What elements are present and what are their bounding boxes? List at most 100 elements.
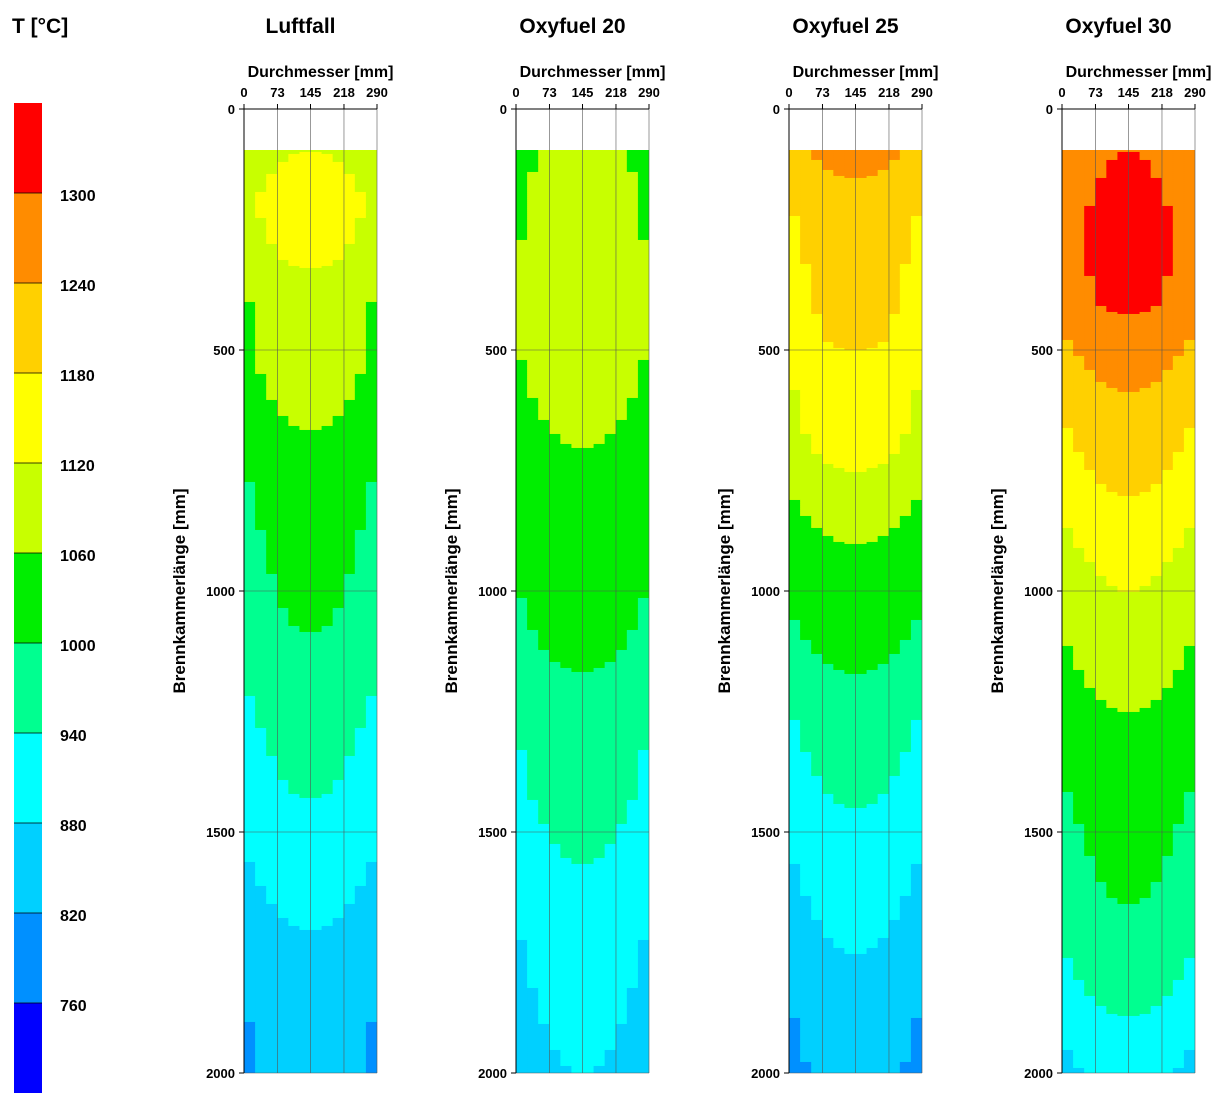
- contour-cell: [255, 867, 267, 871]
- contour-cell: [321, 209, 334, 213]
- contour-cell: [244, 265, 256, 269]
- contour-cell: [266, 211, 278, 215]
- contour-cell: [343, 543, 356, 547]
- contour-cell: [310, 419, 323, 423]
- contour-cell: [255, 469, 267, 473]
- contour-cell: [299, 599, 312, 603]
- contour-cell: [321, 183, 334, 187]
- contour-cell: [255, 345, 267, 349]
- contour-cell: [354, 643, 367, 647]
- contour-cell: [288, 395, 301, 399]
- contour-cell: [244, 285, 256, 289]
- contour-cell: [277, 237, 289, 241]
- contour-cell: [288, 769, 301, 773]
- contour-cell: [255, 431, 267, 435]
- contour-cell: [299, 311, 312, 315]
- contour-cell: [310, 925, 323, 929]
- contour-cell: [288, 963, 301, 967]
- contour-cell: [365, 967, 377, 971]
- contour-cell: [299, 789, 312, 793]
- contour-cell: [343, 967, 356, 971]
- contour-cell: [288, 645, 301, 649]
- contour-cell: [321, 555, 334, 559]
- contour-cell: [244, 537, 256, 541]
- contour-cell: [255, 289, 267, 293]
- contour-cell: [310, 715, 323, 719]
- contour-cell: [288, 927, 301, 931]
- contour-cell: [343, 789, 356, 793]
- contour-cell: [354, 159, 367, 163]
- contour-cell: [354, 889, 367, 893]
- contour-cell: [288, 633, 301, 637]
- contour-cell: [321, 973, 334, 977]
- contour-cell: [332, 489, 345, 493]
- contour-cell: [332, 865, 345, 869]
- contour-cell: [365, 165, 377, 169]
- contour-cell: [332, 643, 345, 647]
- contour-cell: [288, 673, 301, 677]
- contour-cell: [266, 157, 278, 161]
- contour-cell: [332, 391, 345, 395]
- contour-cell: [354, 877, 367, 881]
- contour-cell: [343, 865, 356, 869]
- contour-cell: [277, 449, 289, 453]
- contour-cell: [277, 769, 289, 773]
- contour-cell: [343, 283, 356, 287]
- contour-cell: [299, 261, 312, 265]
- contour-cell: [321, 869, 334, 873]
- contour-cell: [332, 583, 345, 587]
- contour-cell: [332, 829, 345, 833]
- contour-cell: [288, 597, 301, 601]
- contour-cell: [288, 647, 301, 651]
- contour-cell: [266, 715, 278, 719]
- contour-cell: [332, 403, 345, 407]
- contour-cell: [266, 229, 278, 233]
- contour-cell: [365, 267, 377, 271]
- contour-cell: [288, 187, 301, 191]
- contour-cell: [299, 277, 312, 281]
- contour-cell: [277, 175, 289, 179]
- contour-cell: [343, 607, 356, 611]
- contour-cell: [244, 639, 256, 643]
- contour-cell: [310, 801, 323, 805]
- contour-cell: [299, 225, 312, 229]
- contour-cell: [343, 365, 356, 369]
- contour-cell: [354, 929, 367, 933]
- contour-cell: [365, 497, 377, 501]
- contour-cell: [354, 595, 367, 599]
- contour-cell: [365, 359, 377, 363]
- contour-cell: [354, 319, 367, 323]
- contour-cell: [332, 349, 345, 353]
- contour-cell: [354, 921, 367, 925]
- contour-cell: [332, 195, 345, 199]
- contour-cell: [310, 719, 323, 723]
- contour-cell: [244, 911, 256, 915]
- contour-cell: [321, 669, 334, 673]
- contour-cell: [321, 857, 334, 861]
- contour-cell: [310, 783, 323, 787]
- contour-cell: [321, 203, 334, 207]
- contour-cell: [288, 779, 301, 783]
- contour-cell: [343, 391, 356, 395]
- contour-cell: [288, 337, 301, 341]
- contour-cell: [343, 239, 356, 243]
- contour-cell: [354, 515, 367, 519]
- contour-cell: [266, 617, 278, 621]
- contour-cell: [244, 767, 256, 771]
- contour-cell: [343, 629, 356, 633]
- contour-cell: [277, 479, 289, 483]
- contour-cell: [343, 623, 356, 627]
- contour-cell: [244, 705, 256, 709]
- contour-cell: [310, 335, 323, 339]
- contour-cell: [277, 721, 289, 725]
- contour-cell: [266, 277, 278, 281]
- contour-cell: [354, 563, 367, 567]
- contour-cell: [299, 559, 312, 563]
- contour-cell: [277, 177, 289, 181]
- contour-cell: [332, 325, 345, 329]
- contour-cell: [310, 501, 323, 505]
- contour-cell: [244, 373, 256, 377]
- contour-cell: [299, 429, 312, 433]
- contour-cell: [365, 725, 377, 729]
- contour-cell: [288, 573, 301, 577]
